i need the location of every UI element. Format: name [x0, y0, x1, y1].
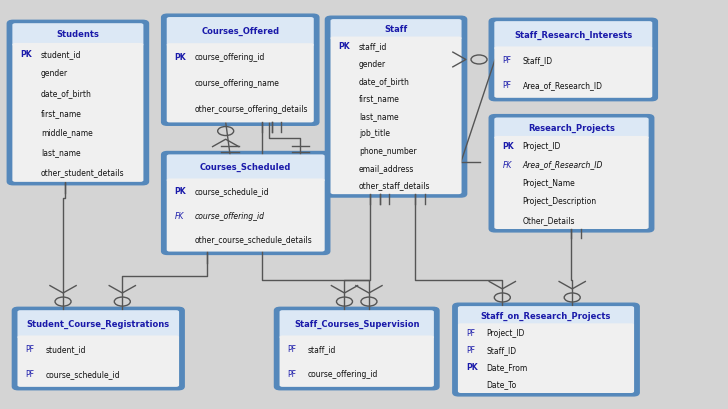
FancyBboxPatch shape [325, 17, 467, 198]
Text: course_offering_name: course_offering_name [195, 79, 280, 88]
Text: Project_Description: Project_Description [523, 197, 597, 206]
FancyBboxPatch shape [17, 310, 179, 339]
Text: staff_id: staff_id [308, 344, 336, 353]
Text: Courses_Offered: Courses_Offered [201, 27, 280, 36]
Text: first_name: first_name [359, 94, 400, 103]
Text: gender: gender [359, 59, 386, 68]
Text: Date_From: Date_From [486, 362, 528, 371]
Text: Project_ID: Project_ID [523, 142, 561, 151]
Text: Staff: Staff [384, 25, 408, 34]
FancyBboxPatch shape [489, 115, 654, 232]
Text: PF: PF [288, 369, 296, 378]
FancyBboxPatch shape [7, 21, 149, 185]
FancyBboxPatch shape [489, 19, 657, 101]
Text: other_staff_details: other_staff_details [359, 181, 430, 190]
FancyBboxPatch shape [12, 308, 184, 390]
Text: course_offering_id: course_offering_id [195, 53, 266, 62]
FancyBboxPatch shape [458, 306, 634, 327]
FancyBboxPatch shape [280, 310, 434, 339]
FancyBboxPatch shape [494, 137, 649, 229]
Text: Date_To: Date_To [486, 380, 517, 389]
Text: Project_Name: Project_Name [523, 179, 575, 187]
Text: PF: PF [25, 369, 34, 378]
Text: PK: PK [339, 42, 350, 51]
Text: date_of_birth: date_of_birth [41, 89, 92, 98]
Text: course_offering_id: course_offering_id [195, 211, 265, 220]
Text: Staff_on_Research_Projects: Staff_on_Research_Projects [480, 311, 612, 320]
Text: PF: PF [25, 344, 34, 353]
FancyBboxPatch shape [167, 179, 325, 252]
Text: PF: PF [466, 328, 475, 337]
Text: Project_ID: Project_ID [486, 328, 525, 337]
FancyBboxPatch shape [494, 118, 649, 140]
FancyBboxPatch shape [331, 20, 462, 41]
FancyBboxPatch shape [167, 155, 325, 182]
Text: PK: PK [20, 49, 32, 58]
Text: Staff_ID: Staff_ID [486, 345, 516, 354]
Text: Research_Projects: Research_Projects [528, 123, 615, 133]
Text: PF: PF [502, 81, 511, 90]
Text: first_name: first_name [41, 109, 82, 118]
Text: Other_Details: Other_Details [523, 216, 575, 224]
Text: course_schedule_id: course_schedule_id [195, 187, 270, 196]
FancyBboxPatch shape [280, 336, 434, 387]
FancyBboxPatch shape [274, 308, 439, 390]
Text: Staff_Courses_Supervision: Staff_Courses_Supervision [294, 319, 419, 328]
FancyBboxPatch shape [162, 15, 319, 126]
Text: PF: PF [466, 345, 475, 354]
FancyBboxPatch shape [331, 37, 462, 195]
Text: FK: FK [502, 160, 512, 169]
Text: other_student_details: other_student_details [41, 168, 124, 177]
Text: PF: PF [288, 344, 296, 353]
Text: gender: gender [41, 69, 68, 78]
Text: Area_of_Research_ID: Area_of_Research_ID [523, 81, 603, 90]
Text: course_schedule_id: course_schedule_id [46, 369, 121, 378]
FancyBboxPatch shape [494, 47, 652, 99]
FancyBboxPatch shape [458, 324, 634, 393]
Text: student_id: student_id [46, 344, 87, 353]
FancyBboxPatch shape [453, 303, 639, 396]
FancyBboxPatch shape [494, 22, 652, 51]
Text: Students: Students [57, 30, 99, 39]
Text: middle_name: middle_name [41, 128, 92, 137]
FancyBboxPatch shape [167, 18, 314, 47]
Text: staff_id: staff_id [359, 42, 387, 51]
Text: date_of_birth: date_of_birth [359, 77, 410, 86]
Text: Staff_Research_Interests: Staff_Research_Interests [514, 31, 633, 40]
Text: Student_Course_Registrations: Student_Course_Registrations [27, 319, 170, 328]
Text: email_address: email_address [359, 164, 414, 173]
Text: phone_number: phone_number [359, 146, 416, 155]
FancyBboxPatch shape [12, 44, 143, 182]
FancyBboxPatch shape [162, 152, 330, 255]
Text: Staff_ID: Staff_ID [523, 56, 553, 65]
Text: job_title: job_title [359, 129, 390, 138]
Text: student_id: student_id [41, 49, 82, 58]
FancyBboxPatch shape [167, 44, 314, 123]
Text: Area_of_Research_ID: Area_of_Research_ID [523, 160, 603, 169]
Text: PF: PF [502, 56, 511, 65]
Text: course_offering_id: course_offering_id [308, 369, 379, 378]
FancyBboxPatch shape [17, 336, 179, 387]
Text: other_course_schedule_details: other_course_schedule_details [195, 235, 313, 244]
FancyBboxPatch shape [12, 24, 143, 47]
Text: last_name: last_name [359, 112, 398, 121]
Text: PK: PK [175, 187, 186, 196]
Text: other_course_offering_details: other_course_offering_details [195, 105, 309, 114]
Text: PK: PK [466, 362, 478, 371]
Text: last_name: last_name [41, 148, 80, 157]
Text: FK: FK [175, 211, 184, 220]
Text: PK: PK [175, 53, 186, 62]
Text: PK: PK [502, 142, 514, 151]
Text: Courses_Scheduled: Courses_Scheduled [200, 163, 291, 172]
